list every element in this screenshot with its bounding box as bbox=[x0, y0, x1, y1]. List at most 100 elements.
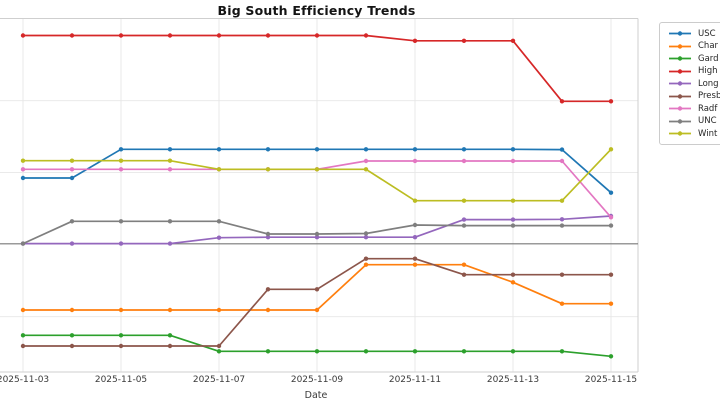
data-point-marker bbox=[412, 38, 418, 43]
data-point-marker bbox=[461, 262, 467, 267]
legend-item-USC: USC bbox=[668, 28, 720, 39]
legend-line-marker-icon bbox=[669, 106, 691, 111]
data-point-marker bbox=[559, 198, 565, 203]
legend-dot bbox=[677, 131, 683, 136]
data-point-marker bbox=[461, 349, 467, 354]
data-point-marker bbox=[20, 241, 26, 246]
data-point-marker bbox=[510, 272, 516, 277]
legend-item-High: High bbox=[668, 66, 720, 76]
gridlines bbox=[0, 18, 638, 372]
data-point-marker bbox=[167, 158, 173, 163]
data-point-marker bbox=[608, 99, 614, 104]
x-tick-label: 2025-11-07 bbox=[192, 375, 246, 385]
data-point-marker bbox=[608, 215, 614, 220]
series-Char bbox=[20, 262, 614, 313]
x-tick-label: 2025-11-13 bbox=[486, 375, 540, 385]
data-point-marker bbox=[314, 33, 320, 38]
data-point-marker bbox=[20, 343, 26, 349]
legend-dot bbox=[677, 56, 683, 61]
data-point-marker bbox=[461, 198, 467, 203]
data-point-marker bbox=[265, 231, 271, 237]
data-point-marker bbox=[118, 307, 124, 313]
data-point-marker bbox=[20, 33, 26, 38]
data-point-marker bbox=[265, 147, 271, 152]
data-point-marker bbox=[118, 219, 124, 224]
data-point-marker bbox=[363, 158, 369, 164]
data-point-marker bbox=[167, 333, 173, 338]
data-point-marker bbox=[118, 147, 124, 152]
x-tick-label: 2025-11-03 bbox=[0, 375, 50, 385]
data-point-marker bbox=[69, 33, 75, 38]
legend-line-marker-icon bbox=[669, 31, 691, 36]
legend-dot bbox=[677, 118, 683, 124]
legend-label: Radf bbox=[698, 103, 718, 114]
data-point-marker bbox=[216, 219, 222, 224]
x-tick-label: 2025-11-09 bbox=[290, 375, 344, 385]
data-point-marker bbox=[216, 307, 222, 313]
legend-dot bbox=[677, 68, 683, 74]
x-tick-label: 2025-11-11 bbox=[388, 375, 442, 385]
x-tick-label: 2025-11-15 bbox=[584, 375, 638, 385]
data-point-marker bbox=[363, 349, 369, 354]
data-point-marker bbox=[559, 99, 565, 104]
legend-label: Wint bbox=[698, 128, 718, 139]
data-point-marker bbox=[510, 158, 516, 164]
data-point-marker bbox=[314, 349, 320, 354]
data-point-marker bbox=[167, 147, 173, 152]
legend-label: High bbox=[698, 66, 718, 76]
data-point-marker bbox=[461, 158, 467, 164]
data-point-marker bbox=[20, 175, 26, 181]
data-point-marker bbox=[118, 343, 124, 349]
data-point-marker bbox=[412, 262, 418, 267]
data-point-marker bbox=[412, 158, 418, 164]
data-point-marker bbox=[559, 272, 565, 277]
legend-item-Radf: Radf bbox=[668, 103, 720, 114]
legend-label: Long bbox=[698, 78, 719, 89]
data-point-marker bbox=[216, 147, 222, 152]
data-point-marker bbox=[167, 343, 173, 349]
data-point-marker bbox=[608, 272, 614, 277]
data-point-marker bbox=[265, 307, 271, 313]
data-point-marker bbox=[314, 235, 320, 240]
data-point-marker bbox=[118, 333, 124, 338]
data-point-marker bbox=[608, 301, 614, 306]
data-point-marker bbox=[118, 33, 124, 38]
legend-dot bbox=[677, 106, 683, 111]
data-point-marker bbox=[118, 158, 124, 163]
data-point-marker bbox=[265, 287, 271, 292]
series-UNC bbox=[20, 219, 614, 246]
legend-label: UNC bbox=[698, 116, 717, 126]
data-point-marker bbox=[118, 167, 124, 172]
legend: USC Char Gard High Long Presb Radf UNC Wint bbox=[659, 22, 720, 145]
data-point-marker bbox=[363, 33, 369, 38]
legend-dot bbox=[677, 93, 683, 99]
chart-title: Big South Efficiency Trends bbox=[217, 3, 416, 18]
legend-item-UNC: UNC bbox=[668, 116, 720, 126]
data-point-marker bbox=[559, 217, 565, 222]
series-USC bbox=[20, 147, 614, 195]
legend-line-marker-icon bbox=[669, 68, 691, 74]
legend-item-Long: Long bbox=[668, 78, 720, 89]
data-point-marker bbox=[314, 307, 320, 313]
series-High bbox=[20, 33, 614, 104]
data-point-marker bbox=[363, 231, 369, 236]
data-point-marker bbox=[608, 354, 614, 359]
data-point-marker bbox=[559, 147, 565, 152]
legend-line-marker-icon bbox=[669, 81, 691, 86]
data-point-marker bbox=[69, 175, 75, 181]
series-Wint bbox=[20, 147, 614, 203]
axes-spines bbox=[0, 18, 639, 373]
data-point-marker bbox=[510, 349, 516, 354]
legend-label: USC bbox=[698, 28, 716, 39]
data-point-marker bbox=[363, 256, 369, 261]
data-point-marker bbox=[69, 307, 75, 313]
data-point-marker bbox=[20, 158, 26, 163]
data-point-marker bbox=[461, 147, 467, 152]
data-point-marker bbox=[510, 223, 516, 228]
data-point-marker bbox=[608, 147, 614, 152]
data-point-marker bbox=[216, 235, 222, 240]
data-point-marker bbox=[167, 219, 173, 224]
data-point-marker bbox=[559, 158, 565, 164]
data-point-marker bbox=[461, 272, 467, 277]
